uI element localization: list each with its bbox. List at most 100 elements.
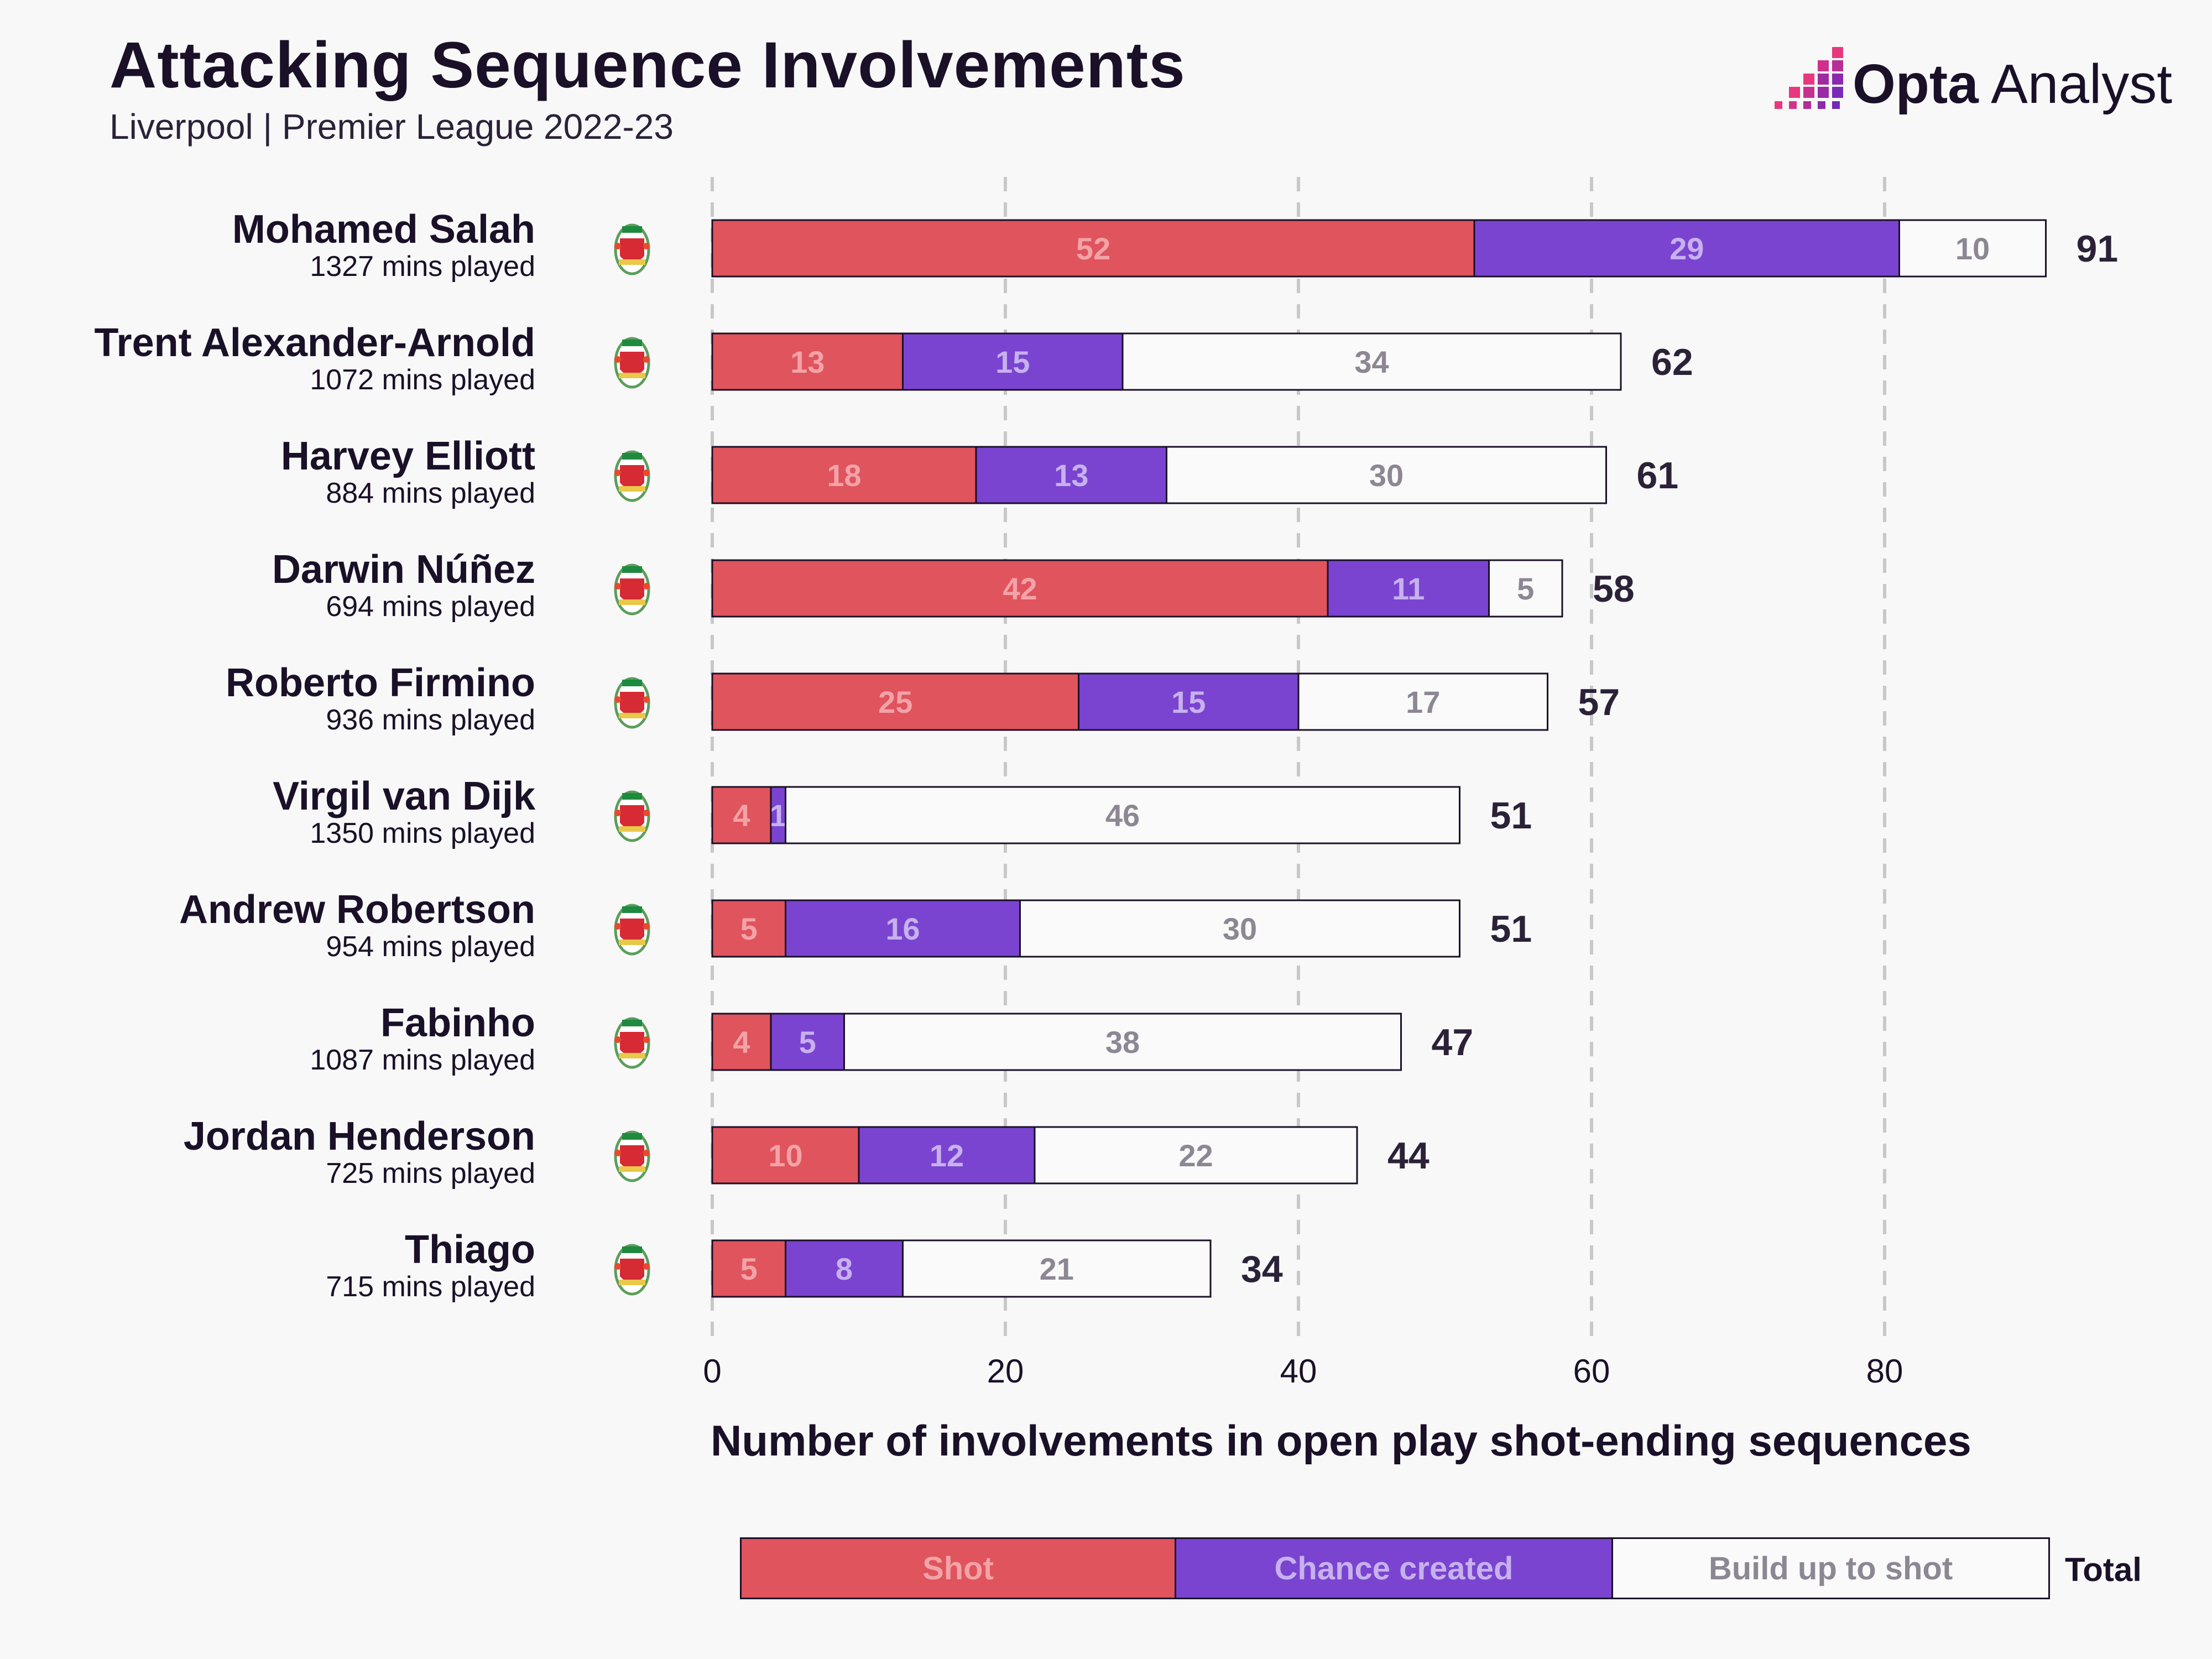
bar-value-label: 30: [1223, 911, 1257, 946]
player-name: Virgil van Dijk: [273, 774, 536, 818]
player-name: Fabinho: [380, 1001, 535, 1045]
bar-value-label: 4: [733, 1025, 750, 1060]
bar-segment-chance-created: [785, 1239, 904, 1298]
bar-value-label: 30: [1369, 458, 1404, 493]
bar-value-label: 46: [1105, 798, 1140, 833]
bar-total-label: 51: [1490, 908, 1532, 950]
x-axis-label: Number of involvements in open play shot…: [711, 1416, 1971, 1465]
x-tick-label: 80: [1866, 1353, 1903, 1390]
player-minutes: 1350 mins played: [310, 817, 535, 849]
bar-segment-build-up: [1297, 672, 1548, 731]
bar-total-label: 51: [1490, 795, 1532, 837]
bar-value-label: 17: [1406, 685, 1440, 719]
chart-title: Attacking Sequence Involvements: [109, 29, 1186, 102]
liverpool-crest-icon: [614, 1130, 650, 1182]
bar-total-label: 47: [1432, 1021, 1474, 1063]
liverpool-crest-icon: [614, 1017, 650, 1069]
bar-value-label: 21: [1040, 1251, 1074, 1286]
player-minutes: 715 mins played: [326, 1271, 535, 1303]
x-tick-label: 20: [987, 1353, 1024, 1390]
bar-value-label: 22: [1178, 1138, 1213, 1173]
opta-analyst-logo: Opta Analyst: [1767, 47, 2172, 124]
liverpool-crest-icon: [614, 904, 650, 956]
bar-segment-build-up: [1898, 219, 2047, 278]
bar-segment-shot: [711, 1126, 860, 1185]
bar-segment-shot: [711, 899, 786, 958]
player-minutes: 1327 mins played: [310, 251, 535, 283]
liverpool-crest-icon: [614, 564, 650, 615]
bar-segment-build-up: [1019, 899, 1460, 958]
bar-segment-build-up: [1488, 559, 1563, 618]
bar-segment-chance-created: [785, 899, 1021, 958]
player-name: Roberto Firmino: [226, 661, 535, 705]
x-tick-label: 40: [1280, 1353, 1317, 1390]
player-name: Trent Alexander-Arnold: [95, 321, 535, 365]
bar-value-label: 1: [770, 798, 787, 833]
player-minutes: 954 mins played: [326, 931, 535, 963]
bar-value-label: 15: [1171, 685, 1206, 719]
bar-segment-build-up: [843, 1013, 1402, 1071]
player-minutes: 725 mins played: [326, 1157, 535, 1190]
bar-total-label: 44: [1387, 1135, 1430, 1177]
opta-logo-text: Opta Analyst: [1853, 53, 2172, 115]
bar-total-label: 34: [1241, 1248, 1283, 1290]
bar-value-label: 5: [1517, 571, 1534, 606]
liverpool-crest-icon: [614, 790, 650, 842]
bar-segment-shot: [711, 1013, 772, 1071]
legend: Shot Chance created Build up to shot Tot…: [740, 1537, 2156, 1601]
liverpool-crest-icon: [614, 223, 650, 275]
bar-segment-shot: [711, 672, 1079, 731]
bar-value-label: 42: [1003, 571, 1037, 606]
player-name: Jordan Henderson: [184, 1114, 535, 1159]
bar-value-label: 34: [1354, 345, 1389, 379]
bar-value-label: 5: [799, 1025, 816, 1060]
bar-segment-chance-created: [975, 446, 1167, 504]
bar-segment-shot: [711, 786, 772, 844]
player-name: Andrew Robertson: [179, 888, 535, 932]
bar-segment-build-up: [1166, 446, 1607, 504]
bar-total-label: 57: [1578, 681, 1620, 723]
bar-segment-build-up: [902, 1239, 1212, 1298]
player-minutes: 884 mins played: [326, 477, 535, 509]
bar-total-label: 62: [1651, 341, 1693, 383]
bar-segment-build-up: [785, 786, 1460, 844]
legend-total: Total: [2065, 1551, 2142, 1588]
player-name: Thiago: [405, 1228, 535, 1272]
player-name: Mohamed Salah: [232, 207, 535, 252]
bar-value-label: 10: [1955, 231, 1990, 266]
player-minutes: 1087 mins played: [310, 1044, 535, 1076]
chart-subtitle: Liverpool | Premier League 2022-23: [109, 107, 674, 147]
bar-value-label: 15: [995, 345, 1030, 379]
player-name: Darwin Núñez: [272, 547, 535, 592]
bar-segment-shot: [711, 1239, 786, 1298]
bar-value-label: 16: [885, 911, 920, 946]
player-minutes: 936 mins played: [326, 704, 535, 736]
x-tick-label: 0: [703, 1353, 721, 1390]
bar-value-label: 12: [930, 1138, 964, 1173]
bar-value-label: 13: [790, 345, 825, 379]
bar-value-label: 11: [1392, 571, 1425, 606]
bar-segment-chance-created: [902, 332, 1124, 391]
opta-logo-icon: [1775, 47, 1843, 109]
bar-total-label: 91: [2077, 228, 2119, 270]
liverpool-crest-icon: [614, 1244, 650, 1296]
bar-value-label: 8: [836, 1251, 853, 1286]
bar-total-label: 58: [1593, 568, 1635, 610]
liverpool-crest-icon: [614, 337, 650, 389]
bar-segment-shot: [711, 446, 977, 504]
legend-build-up: Build up to shot: [1613, 1537, 2050, 1599]
bar-value-label: 29: [1670, 231, 1704, 266]
bar-segment-chance-created: [1327, 559, 1490, 618]
bar-total-label: 61: [1637, 455, 1679, 497]
legend-chance-created: Chance created: [1176, 1537, 1613, 1599]
x-tick-label: 60: [1573, 1353, 1610, 1390]
bar-segment-shot: [711, 332, 904, 391]
player-name: Harvey Elliott: [281, 434, 535, 478]
bar-value-label: 10: [768, 1138, 802, 1173]
bar-segment-build-up: [1034, 1126, 1358, 1185]
player-minutes: 694 mins played: [326, 591, 535, 623]
bar-value-label: 18: [827, 458, 861, 493]
bar-segment-build-up: [1121, 332, 1622, 391]
bar-value-label: 13: [1054, 458, 1088, 493]
